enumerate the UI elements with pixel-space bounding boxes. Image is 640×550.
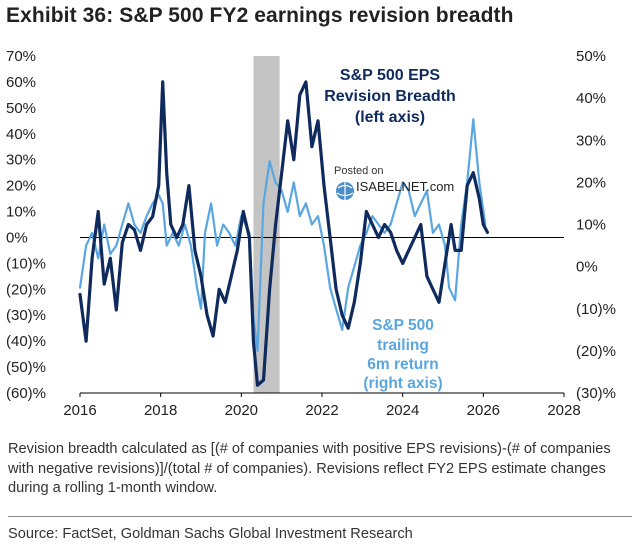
annotation-light-line1: S&P 500 bbox=[372, 317, 434, 334]
watermark: Posted on ISABELNET.com bbox=[334, 165, 454, 200]
source-line: Source: FactSet, Goldman Sachs Global In… bbox=[8, 526, 413, 542]
left-tick-label: 70% bbox=[6, 48, 36, 65]
left-tick-label: (60)% bbox=[6, 385, 46, 402]
series-line-trailing-return bbox=[78, 118, 487, 352]
annotation-light-line3: 6m return bbox=[367, 356, 439, 373]
annotation-dark-line2: Revision Breadth bbox=[324, 88, 456, 105]
left-tick-label: 30% bbox=[6, 152, 36, 169]
x-tick-label: 2016 bbox=[63, 402, 96, 419]
left-tick-label: (40)% bbox=[6, 333, 46, 350]
right-tick-label: (10)% bbox=[576, 301, 616, 318]
footnote: Revision breadth calculated as [(# of co… bbox=[8, 441, 611, 496]
right-tick-label: 10% bbox=[576, 217, 606, 234]
x-tick-label: 2018 bbox=[144, 402, 177, 419]
right-tick-label: (20)% bbox=[576, 343, 616, 360]
left-tick-label: (20)% bbox=[6, 281, 46, 298]
x-tick-label: 2024 bbox=[386, 402, 419, 419]
left-tick-label: (30)% bbox=[6, 307, 46, 324]
left-tick-label: 0% bbox=[6, 229, 28, 246]
series-line-revision-breadth bbox=[78, 80, 489, 387]
chart-title: Exhibit 36: S&P 500 FY2 earnings revisio… bbox=[6, 4, 514, 27]
right-tick-label: 30% bbox=[576, 132, 606, 149]
right-tick-label: 20% bbox=[576, 174, 606, 191]
left-tick-label: 40% bbox=[6, 126, 36, 143]
watermark-posted-on: Posted on bbox=[334, 165, 384, 177]
left-tick-label: 50% bbox=[6, 100, 36, 117]
chart-canvas: 70% 60% 50% 40% 30% 20% 10% 0% (10)% (20)% (30)% (4… bbox=[6, 48, 616, 419]
divider bbox=[8, 516, 632, 517]
annotation-dark-line3: (left axis) bbox=[355, 109, 425, 126]
x-tick-label: 2020 bbox=[225, 402, 258, 419]
left-tick-label: 10% bbox=[6, 204, 36, 221]
left-tick-label: 60% bbox=[6, 74, 36, 91]
x-tick-label: 2022 bbox=[305, 402, 338, 419]
annotation-light-line2: trailing bbox=[377, 337, 429, 354]
x-tick-label: 2026 bbox=[467, 402, 500, 419]
annotation-light-line4: (right axis) bbox=[363, 375, 442, 392]
left-tick-label: 20% bbox=[6, 178, 36, 195]
right-tick-label: (30)% bbox=[576, 385, 616, 402]
x-tick-label: 2028 bbox=[547, 402, 580, 419]
right-tick-label: 50% bbox=[576, 48, 606, 65]
annotation-light: S&P 500 trailing 6m return (right axis) bbox=[363, 317, 442, 392]
annotation-dark: S&P 500 EPS Revision Breadth (left axis) bbox=[324, 67, 456, 126]
right-tick-label: 0% bbox=[576, 259, 598, 276]
left-tick-label: (10)% bbox=[6, 255, 46, 272]
left-tick-label: (50)% bbox=[6, 359, 46, 376]
right-tick-label: 40% bbox=[576, 90, 606, 107]
watermark-site: ISABELNET.com bbox=[356, 179, 454, 194]
annotation-dark-line1: S&P 500 EPS bbox=[340, 67, 441, 84]
